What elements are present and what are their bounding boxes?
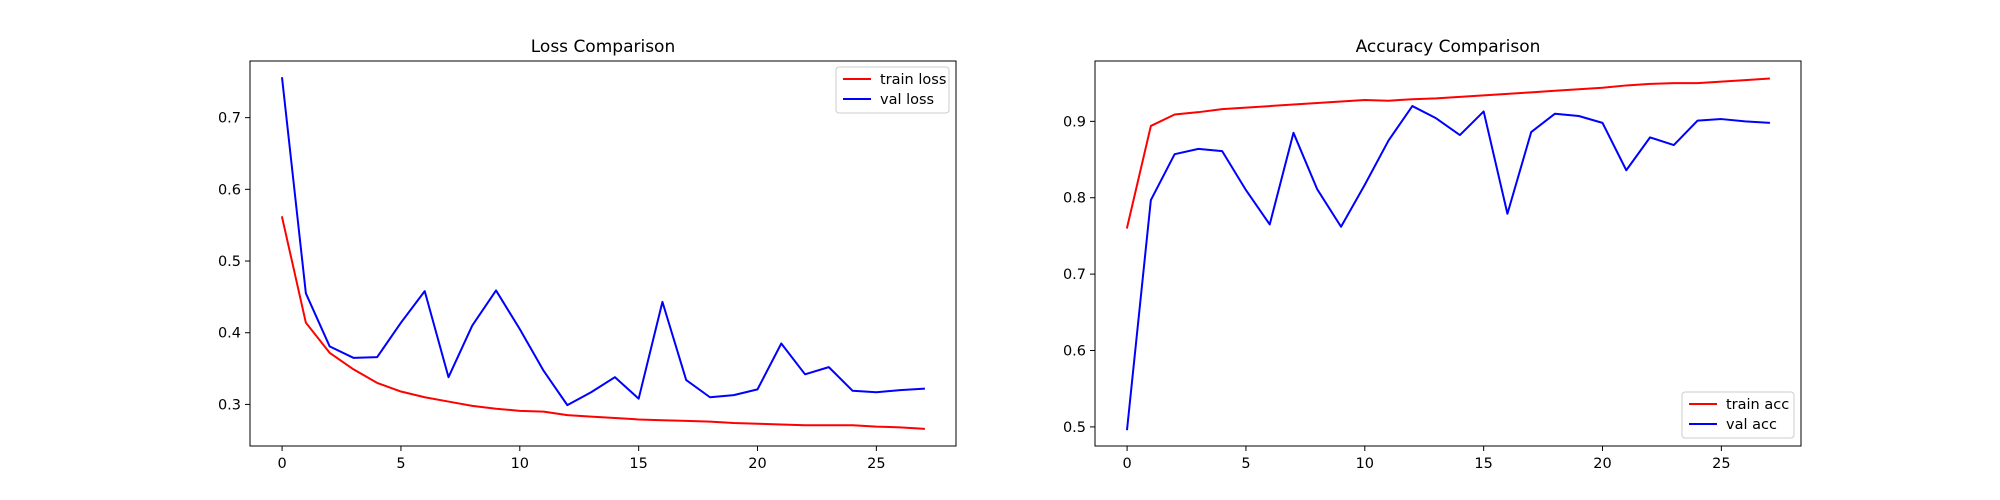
x-tick-label: 20 bbox=[1593, 456, 1611, 472]
x-tick-label: 10 bbox=[1356, 456, 1374, 472]
y-tick-label: 0.4 bbox=[218, 326, 241, 342]
axes-frame bbox=[249, 60, 957, 447]
x-tick-label: 0 bbox=[1122, 456, 1131, 472]
accuracy-chart: Accuracy Comparison 0 5 10 15 20 250.50.60.70… bbox=[1063, 37, 1802, 472]
y-tick-label: 0.9 bbox=[1063, 114, 1086, 130]
legend: train loss val loss bbox=[835, 66, 950, 114]
series-line-val-acc bbox=[1125, 105, 1770, 431]
chart-title: Loss Comparison bbox=[531, 37, 675, 57]
legend-label-train-loss: train loss bbox=[880, 72, 946, 88]
y-tick-label: 0.7 bbox=[1063, 267, 1086, 283]
legend-label-val-acc: val acc bbox=[1726, 417, 1777, 433]
chart-title: Accuracy Comparison bbox=[1356, 37, 1541, 57]
y-tick-label: 0.6 bbox=[218, 182, 241, 198]
x-tick-label: 25 bbox=[1712, 456, 1730, 472]
series-line-train-acc bbox=[1125, 77, 1770, 229]
axes-frame bbox=[1094, 60, 1802, 447]
x-tick-label: 5 bbox=[1241, 456, 1250, 472]
x-tick-label: 15 bbox=[1474, 456, 1492, 472]
legend-label-train-acc: train acc bbox=[1726, 397, 1789, 413]
y-tick-label: 0.8 bbox=[1063, 191, 1086, 207]
legend: train acc val acc bbox=[1681, 391, 1795, 439]
legend-label-val-loss: val loss bbox=[880, 92, 934, 108]
x-tick-label: 10 bbox=[511, 456, 529, 472]
loss-chart: Loss Comparison 0 5 10 15 20 25 0.3 0.4 0.5 0.6 0.… bbox=[218, 37, 957, 472]
x-tick-label: 20 bbox=[748, 456, 766, 472]
y-tick-label: 0.3 bbox=[218, 397, 241, 413]
y-tick-label: 0.7 bbox=[218, 111, 241, 127]
x-tick-label: 0 bbox=[277, 456, 286, 472]
series-line-train-loss bbox=[280, 216, 925, 430]
plot-area: 0 5 10 15 20 25 0.5 0.6 0.7 0.8 0.9 bbox=[1063, 60, 1802, 472]
plot-area: 0 5 10 15 20 25 0.3 0.4 0.5 0.6 0.7 bbox=[218, 60, 957, 472]
y-tick-label: 0.5 bbox=[218, 254, 241, 270]
y-tick-label: 0.6 bbox=[1063, 344, 1086, 360]
x-tick-label: 15 bbox=[629, 456, 647, 472]
x-tick-label: 5 bbox=[396, 456, 405, 472]
y-tick-label: 0.5 bbox=[1063, 420, 1086, 436]
series-line-val-loss bbox=[280, 77, 925, 407]
x-tick-label: 25 bbox=[867, 456, 885, 472]
